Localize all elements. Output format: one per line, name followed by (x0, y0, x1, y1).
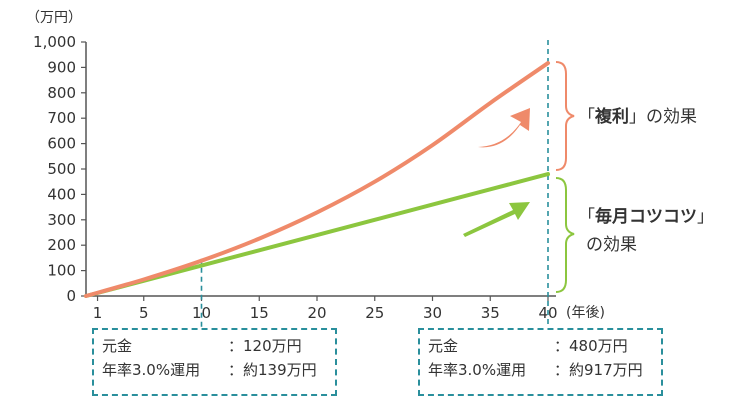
y-tick-label: 700 (47, 109, 76, 127)
principal-value: ：120万円 (228, 337, 302, 355)
y-tick-label: 500 (47, 160, 76, 178)
x-tick-label: 30 (423, 304, 442, 322)
compound-brace (555, 61, 575, 171)
x-tick-label: 1 (93, 304, 103, 322)
x-tick-label: 15 (250, 304, 269, 322)
principal-label: 元金 (102, 337, 133, 355)
compound-effect-label: 「複利」の効果 (578, 106, 697, 127)
y-tick-label: 200 (47, 236, 76, 254)
info-box-10-years: 元金 ：120万円 年率3.0%運用 ：約139万円 (92, 328, 337, 396)
y-tick-label: 800 (47, 84, 76, 102)
x-tick-label: 35 (481, 304, 500, 322)
x-tick-label: 5 (139, 304, 149, 322)
return-label: 年率3.0%運用 (428, 361, 527, 379)
y-tick-label: 300 (47, 211, 76, 229)
principal-row: 元金 ：120万円 (102, 334, 327, 358)
y-tick-label: 100 (47, 262, 76, 280)
principal-value: ：480万円 (554, 337, 628, 355)
return-value: ：約139万円 (228, 361, 317, 379)
reference-lines (200, 40, 549, 330)
series-lines (84, 61, 550, 298)
series-line-compound (84, 61, 550, 298)
x-tick-label: 20 (307, 304, 326, 322)
principal-label: 元金 (428, 337, 459, 355)
y-tick-label: 1,000 (33, 33, 76, 51)
return-row: 年率3.0%運用 ：約139万円 (102, 358, 327, 382)
simple-brace (555, 177, 575, 293)
y-tick-label: 600 (47, 135, 76, 153)
y-axis-unit: （万円） (26, 10, 82, 26)
simple-effect-label: 「毎月コツコツ」 (578, 206, 714, 227)
y-tick-label: 0 (66, 287, 76, 305)
y-tick-label: 400 (47, 185, 76, 203)
compound-arrow-icon (478, 108, 530, 148)
x-axis-unit: (年後) (566, 305, 605, 321)
principal-row: 元金 ：480万円 (428, 334, 653, 358)
y-axis: 0 100 200 300 400 500 600 700 800 900 1,000 (33, 33, 86, 305)
x-axis: 1 5 10 15 20 25 30 35 40 (93, 296, 558, 322)
return-row: 年率3.0%運用 ：約917万円 (428, 358, 653, 382)
x-tick-label: 25 (365, 304, 384, 322)
simple-arrow-icon (463, 202, 530, 237)
y-tick-label: 900 (47, 58, 76, 76)
simple-effect-label-line2: の効果 (586, 235, 637, 255)
chart: （万円） 0 100 200 300 400 500 600 700 800 900 1,000 1… (26, 10, 714, 330)
info-box-40-years: 元金 ：480万円 年率3.0%運用 ：約917万円 (418, 328, 663, 396)
return-value: ：約917万円 (554, 361, 643, 379)
return-label: 年率3.0%運用 (102, 361, 201, 379)
